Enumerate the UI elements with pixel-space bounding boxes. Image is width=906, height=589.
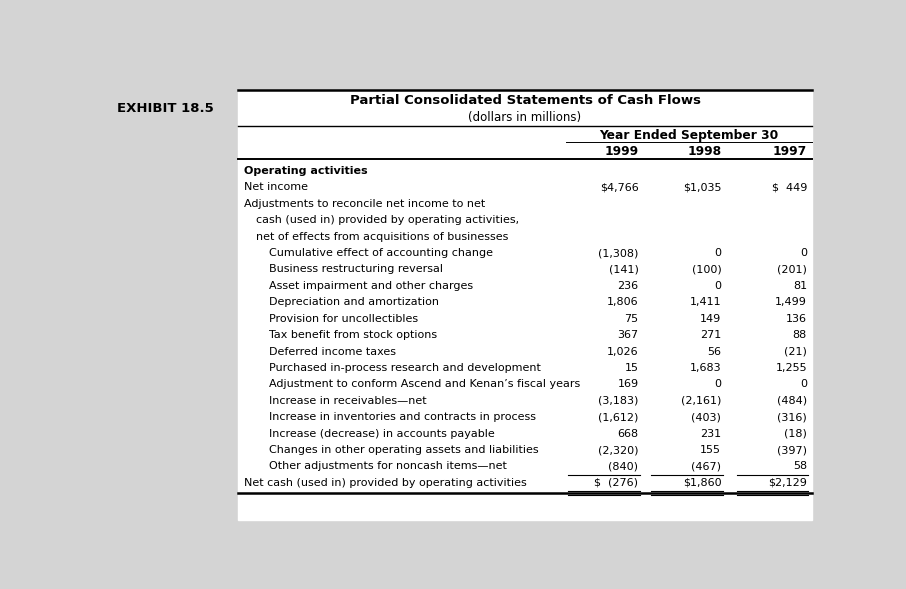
Text: Depreciation and amortization: Depreciation and amortization — [269, 297, 439, 307]
Text: Business restructuring reversal: Business restructuring reversal — [269, 264, 443, 274]
Text: (dollars in millions): (dollars in millions) — [468, 111, 582, 124]
Text: $  (276): $ (276) — [594, 478, 639, 488]
Text: Tax benefit from stock options: Tax benefit from stock options — [269, 330, 438, 340]
Text: 0: 0 — [800, 379, 807, 389]
Text: 1998: 1998 — [687, 145, 721, 158]
Text: Other adjustments for noncash items—net: Other adjustments for noncash items—net — [269, 461, 507, 471]
Text: 231: 231 — [700, 429, 721, 439]
Text: (3,183): (3,183) — [598, 396, 639, 406]
Text: 0: 0 — [800, 248, 807, 258]
Text: 56: 56 — [708, 346, 721, 356]
Text: Increase in inventories and contracts in process: Increase in inventories and contracts in… — [269, 412, 536, 422]
Text: 75: 75 — [624, 314, 639, 324]
Text: 1999: 1999 — [604, 145, 639, 158]
Text: Asset impairment and other charges: Asset impairment and other charges — [269, 281, 473, 291]
Text: $2,129: $2,129 — [768, 478, 807, 488]
Text: $  449: $ 449 — [772, 183, 807, 193]
Text: $4,766: $4,766 — [600, 183, 639, 193]
Text: $1,035: $1,035 — [683, 183, 721, 193]
Text: 0: 0 — [714, 379, 721, 389]
Text: Deferred income taxes: Deferred income taxes — [269, 346, 396, 356]
Text: Changes in other operating assets and liabilities: Changes in other operating assets and li… — [269, 445, 539, 455]
Text: Year Ended September 30: Year Ended September 30 — [600, 129, 778, 142]
Text: 88: 88 — [793, 330, 807, 340]
Text: (403): (403) — [691, 412, 721, 422]
Text: 1,255: 1,255 — [776, 363, 807, 373]
Text: (18): (18) — [784, 429, 807, 439]
Text: Net income: Net income — [244, 183, 308, 193]
Text: (484): (484) — [776, 396, 807, 406]
Text: 1,806: 1,806 — [607, 297, 639, 307]
Text: 236: 236 — [617, 281, 639, 291]
Text: 1,683: 1,683 — [689, 363, 721, 373]
Text: 1,026: 1,026 — [607, 346, 639, 356]
Text: (100): (100) — [691, 264, 721, 274]
Text: (1,612): (1,612) — [598, 412, 639, 422]
Text: Purchased in-process research and development: Purchased in-process research and develo… — [269, 363, 541, 373]
Text: Increase in receivables—net: Increase in receivables—net — [269, 396, 427, 406]
Text: (141): (141) — [609, 264, 639, 274]
Text: 149: 149 — [700, 314, 721, 324]
Text: 155: 155 — [700, 445, 721, 455]
Text: 271: 271 — [700, 330, 721, 340]
Text: $1,860: $1,860 — [683, 478, 721, 488]
Text: cash (used in) provided by operating activities,: cash (used in) provided by operating act… — [256, 215, 520, 225]
Text: 1,499: 1,499 — [776, 297, 807, 307]
Text: Increase (decrease) in accounts payable: Increase (decrease) in accounts payable — [269, 429, 495, 439]
Text: (397): (397) — [777, 445, 807, 455]
Text: (2,161): (2,161) — [681, 396, 721, 406]
Text: 668: 668 — [617, 429, 639, 439]
Text: 1997: 1997 — [773, 145, 807, 158]
Text: (840): (840) — [609, 461, 639, 471]
Text: 169: 169 — [617, 379, 639, 389]
Text: 0: 0 — [714, 248, 721, 258]
Text: Net cash (used in) provided by operating activities: Net cash (used in) provided by operating… — [244, 478, 526, 488]
Text: net of effects from acquisitions of businesses: net of effects from acquisitions of busi… — [256, 231, 509, 241]
Text: 136: 136 — [786, 314, 807, 324]
Text: 15: 15 — [624, 363, 639, 373]
Text: Adjustments to reconcile net income to net: Adjustments to reconcile net income to n… — [244, 198, 485, 209]
Text: (467): (467) — [691, 461, 721, 471]
Text: (2,320): (2,320) — [598, 445, 639, 455]
Text: 0: 0 — [714, 281, 721, 291]
Text: Provision for uncollectibles: Provision for uncollectibles — [269, 314, 419, 324]
Text: Cumulative effect of accounting change: Cumulative effect of accounting change — [269, 248, 493, 258]
Text: Partial Consolidated Statements of Cash Flows: Partial Consolidated Statements of Cash … — [350, 94, 700, 107]
Text: Operating activities: Operating activities — [244, 166, 368, 176]
Text: EXHIBIT 18.5: EXHIBIT 18.5 — [117, 102, 214, 115]
Text: Adjustment to conform Ascend and Kenan’s fiscal years: Adjustment to conform Ascend and Kenan’s… — [269, 379, 581, 389]
Text: 367: 367 — [617, 330, 639, 340]
Text: (21): (21) — [784, 346, 807, 356]
Text: (1,308): (1,308) — [598, 248, 639, 258]
Text: 81: 81 — [793, 281, 807, 291]
Text: (201): (201) — [777, 264, 807, 274]
Text: 1,411: 1,411 — [689, 297, 721, 307]
Text: 58: 58 — [793, 461, 807, 471]
Text: (316): (316) — [777, 412, 807, 422]
